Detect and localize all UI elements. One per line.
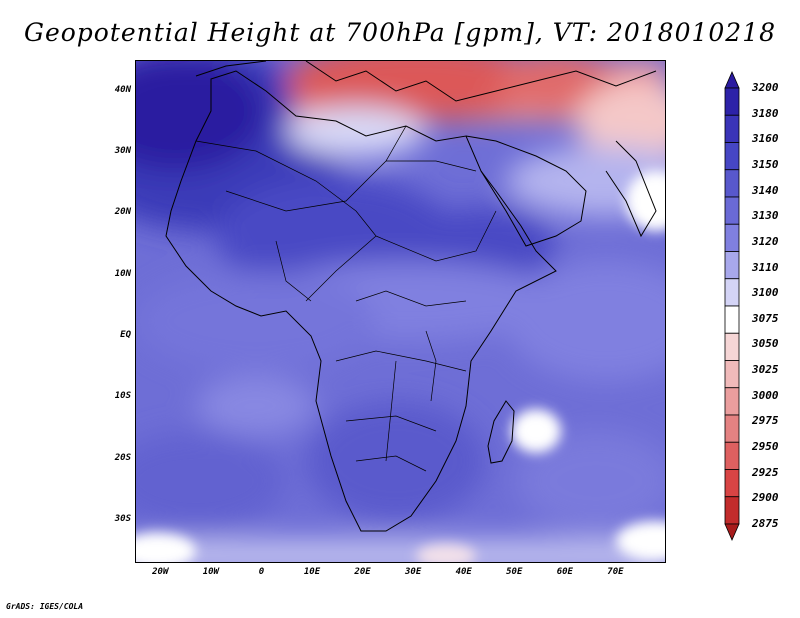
colorbar-segment [724,169,740,198]
colorbar-bottom-arrow [724,523,740,541]
colorbar-level-label: 3050 [752,337,779,351]
lat-tick-label: 30S [114,514,131,525]
lat-tick-label: EQ [120,330,131,341]
field-shading [136,61,665,562]
colorbar-segment [724,414,740,443]
lon-tick-label: 30E [405,567,422,577]
colorbar-segment [724,441,740,470]
colorbar-segment [724,278,740,307]
colorbar-level-label: 3140 [752,183,779,197]
colorbar-level-label: 2950 [752,440,779,454]
colorbar-level-label: 3000 [752,388,779,402]
arabian-peninsula [465,135,587,247]
map-title: Geopotential Height at 700hPa [gpm], VT:… [23,18,777,47]
lat-tick-label: 20S [114,452,131,463]
colorbar-level-label: 2925 [752,465,779,479]
colorbar-segment [724,387,740,416]
field-highlights [136,171,665,562]
grads-credit: GrADS: IGES/COLA [6,602,84,611]
colorbar-segment [724,87,740,116]
colorbar-top-arrow [724,71,740,89]
europe-coast [195,61,657,102]
colorbar-level-label: 3150 [752,157,779,171]
lon-tick-label: 20E [354,567,371,577]
colorbar-segment [724,114,740,143]
colorbar-level-label: 3100 [752,286,779,300]
colorbar-level-label: 3025 [752,363,779,377]
lon-tick-label: 10E [303,567,321,577]
colorbar-segment [724,496,740,525]
colorbar-level-label: 2875 [752,517,779,530]
lon-tick-label: 10W [202,567,219,577]
lon-tick-label: 60E [556,567,573,577]
colorbar-segment [724,360,740,389]
colorbar-segment [724,196,740,225]
colorbar-segment [724,251,740,280]
lat-tick-label: 40N [114,84,131,95]
colorbar-level-label: 3075 [752,311,779,325]
lon-tick-label: 50E [506,567,523,577]
colorbar-level-label: 2900 [752,491,779,505]
coastlines [165,61,657,532]
colorbar-level-label: 2975 [752,414,779,428]
map-panel [135,60,666,563]
country-borders [195,125,497,472]
colorbar-level-label: 3130 [752,209,779,223]
lat-tick-label: 10S [114,391,131,402]
africa-coastline [165,70,557,532]
colorbar-level-label: 3160 [752,132,779,146]
madagascar [487,400,515,464]
lon-tick-label: 0 [258,567,265,577]
colorbar-level-label: 3110 [752,260,779,274]
colorbar-segment [724,469,740,498]
colorbar-segment [724,223,740,252]
india [605,140,657,238]
lon-tick-label: 20W [152,567,169,577]
colorbar-segment [724,142,740,171]
colorbar-level-label: 3180 [752,106,779,120]
colorbar-level-label: 3200 [752,81,779,94]
lat-tick-label: 10N [114,268,131,279]
colorbar-segment [724,332,740,361]
geopotential-field-map [136,61,665,562]
lat-tick-label: 20N [114,207,131,218]
colorbar-segment [724,305,740,334]
lon-tick-label: 40E [455,567,472,577]
lat-tick-label: 30N [114,146,131,156]
colorbar-level-label: 3120 [752,234,779,248]
lon-tick-label: 70E [607,567,624,577]
